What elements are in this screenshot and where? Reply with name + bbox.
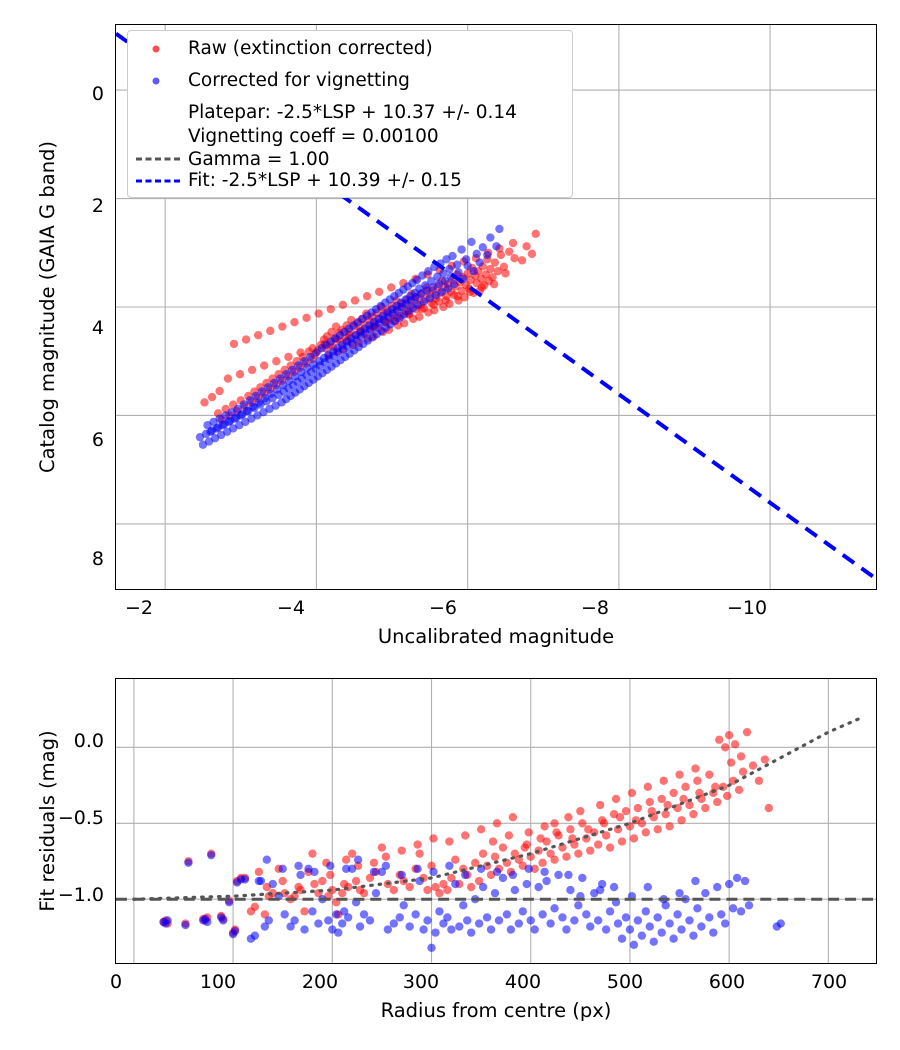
xtick-top-3: −8 bbox=[580, 597, 610, 619]
xtick-bot-0: 0 bbox=[109, 971, 123, 993]
xtick-top-0: −2 bbox=[124, 597, 154, 619]
xtick-bot-5: 500 bbox=[606, 971, 644, 993]
ytick-top-3: 6 bbox=[91, 429, 104, 451]
xtick-top-1: −4 bbox=[276, 597, 306, 619]
legend-marker-raw bbox=[136, 39, 180, 59]
ytick-top-0: 0 bbox=[91, 83, 104, 105]
legend-marker-fit bbox=[136, 171, 180, 191]
legend-label-vignetting: Vignetting coeff = 0.00100 bbox=[188, 125, 439, 147]
yaxis-label-top: Catalog magnitude (GAIA G band) bbox=[36, 140, 59, 474]
xtick-bot-2: 200 bbox=[301, 971, 339, 993]
ytick-bot-1: −0.5 bbox=[57, 807, 104, 829]
legend-label-gamma: Gamma = 1.00 bbox=[188, 149, 330, 170]
xtick-bot-3: 300 bbox=[402, 971, 440, 993]
legend-label-fit: Fit: -2.5*LSP + 10.39 +/- 0.15 bbox=[188, 170, 462, 191]
yaxis-label-bot: Fit residuals (mag) bbox=[36, 730, 59, 912]
xaxis-label-top: Uncalibrated magnitude bbox=[377, 625, 615, 648]
legend-entry-corrected[interactable]: Corrected for vignetting bbox=[136, 69, 410, 92]
fit-residuals-plot bbox=[115, 678, 877, 964]
xtick-top-2: −6 bbox=[428, 597, 458, 619]
legend-label-raw: Raw (extinction corrected) bbox=[188, 38, 433, 59]
legend-label-platepar: Platepar: -2.5*LSP + 10.37 +/- 0.14 bbox=[188, 102, 517, 123]
xtick-bot-7: 700 bbox=[810, 971, 848, 993]
ytick-bot-0: 0.0 bbox=[73, 730, 104, 752]
xtick-bot-1: 100 bbox=[199, 971, 237, 993]
fit-residuals-canvas bbox=[116, 679, 876, 963]
xaxis-label-bot: Radius from centre (px) bbox=[380, 999, 612, 1022]
xtick-top-4: −10 bbox=[726, 597, 768, 619]
legend-marker-platepar bbox=[136, 126, 180, 161]
legend-marker-corrected bbox=[136, 71, 180, 91]
xtick-bot-4: 400 bbox=[504, 971, 542, 993]
ytick-top-2: 4 bbox=[91, 317, 104, 339]
ytick-top-4: 8 bbox=[91, 548, 104, 570]
legend-label-platepar-group: Platepar: -2.5*LSP + 10.37 +/- 0.14 Vign… bbox=[188, 101, 517, 172]
legend-label-corrected: Corrected for vignetting bbox=[188, 70, 410, 91]
legend-entry-raw[interactable]: Raw (extinction corrected) bbox=[136, 37, 433, 60]
ytick-top-1: 2 bbox=[91, 195, 104, 217]
xtick-bot-6: 600 bbox=[708, 971, 746, 993]
ytick-bot-2: −1.0 bbox=[57, 884, 104, 906]
legend-entry-platepar[interactable]: Platepar: -2.5*LSP + 10.37 +/- 0.14 Vign… bbox=[136, 101, 517, 172]
legend-box: Raw (extinction corrected) Corrected for… bbox=[127, 30, 573, 198]
legend-entry-fit[interactable]: Fit: -2.5*LSP + 10.39 +/- 0.15 bbox=[136, 169, 462, 192]
